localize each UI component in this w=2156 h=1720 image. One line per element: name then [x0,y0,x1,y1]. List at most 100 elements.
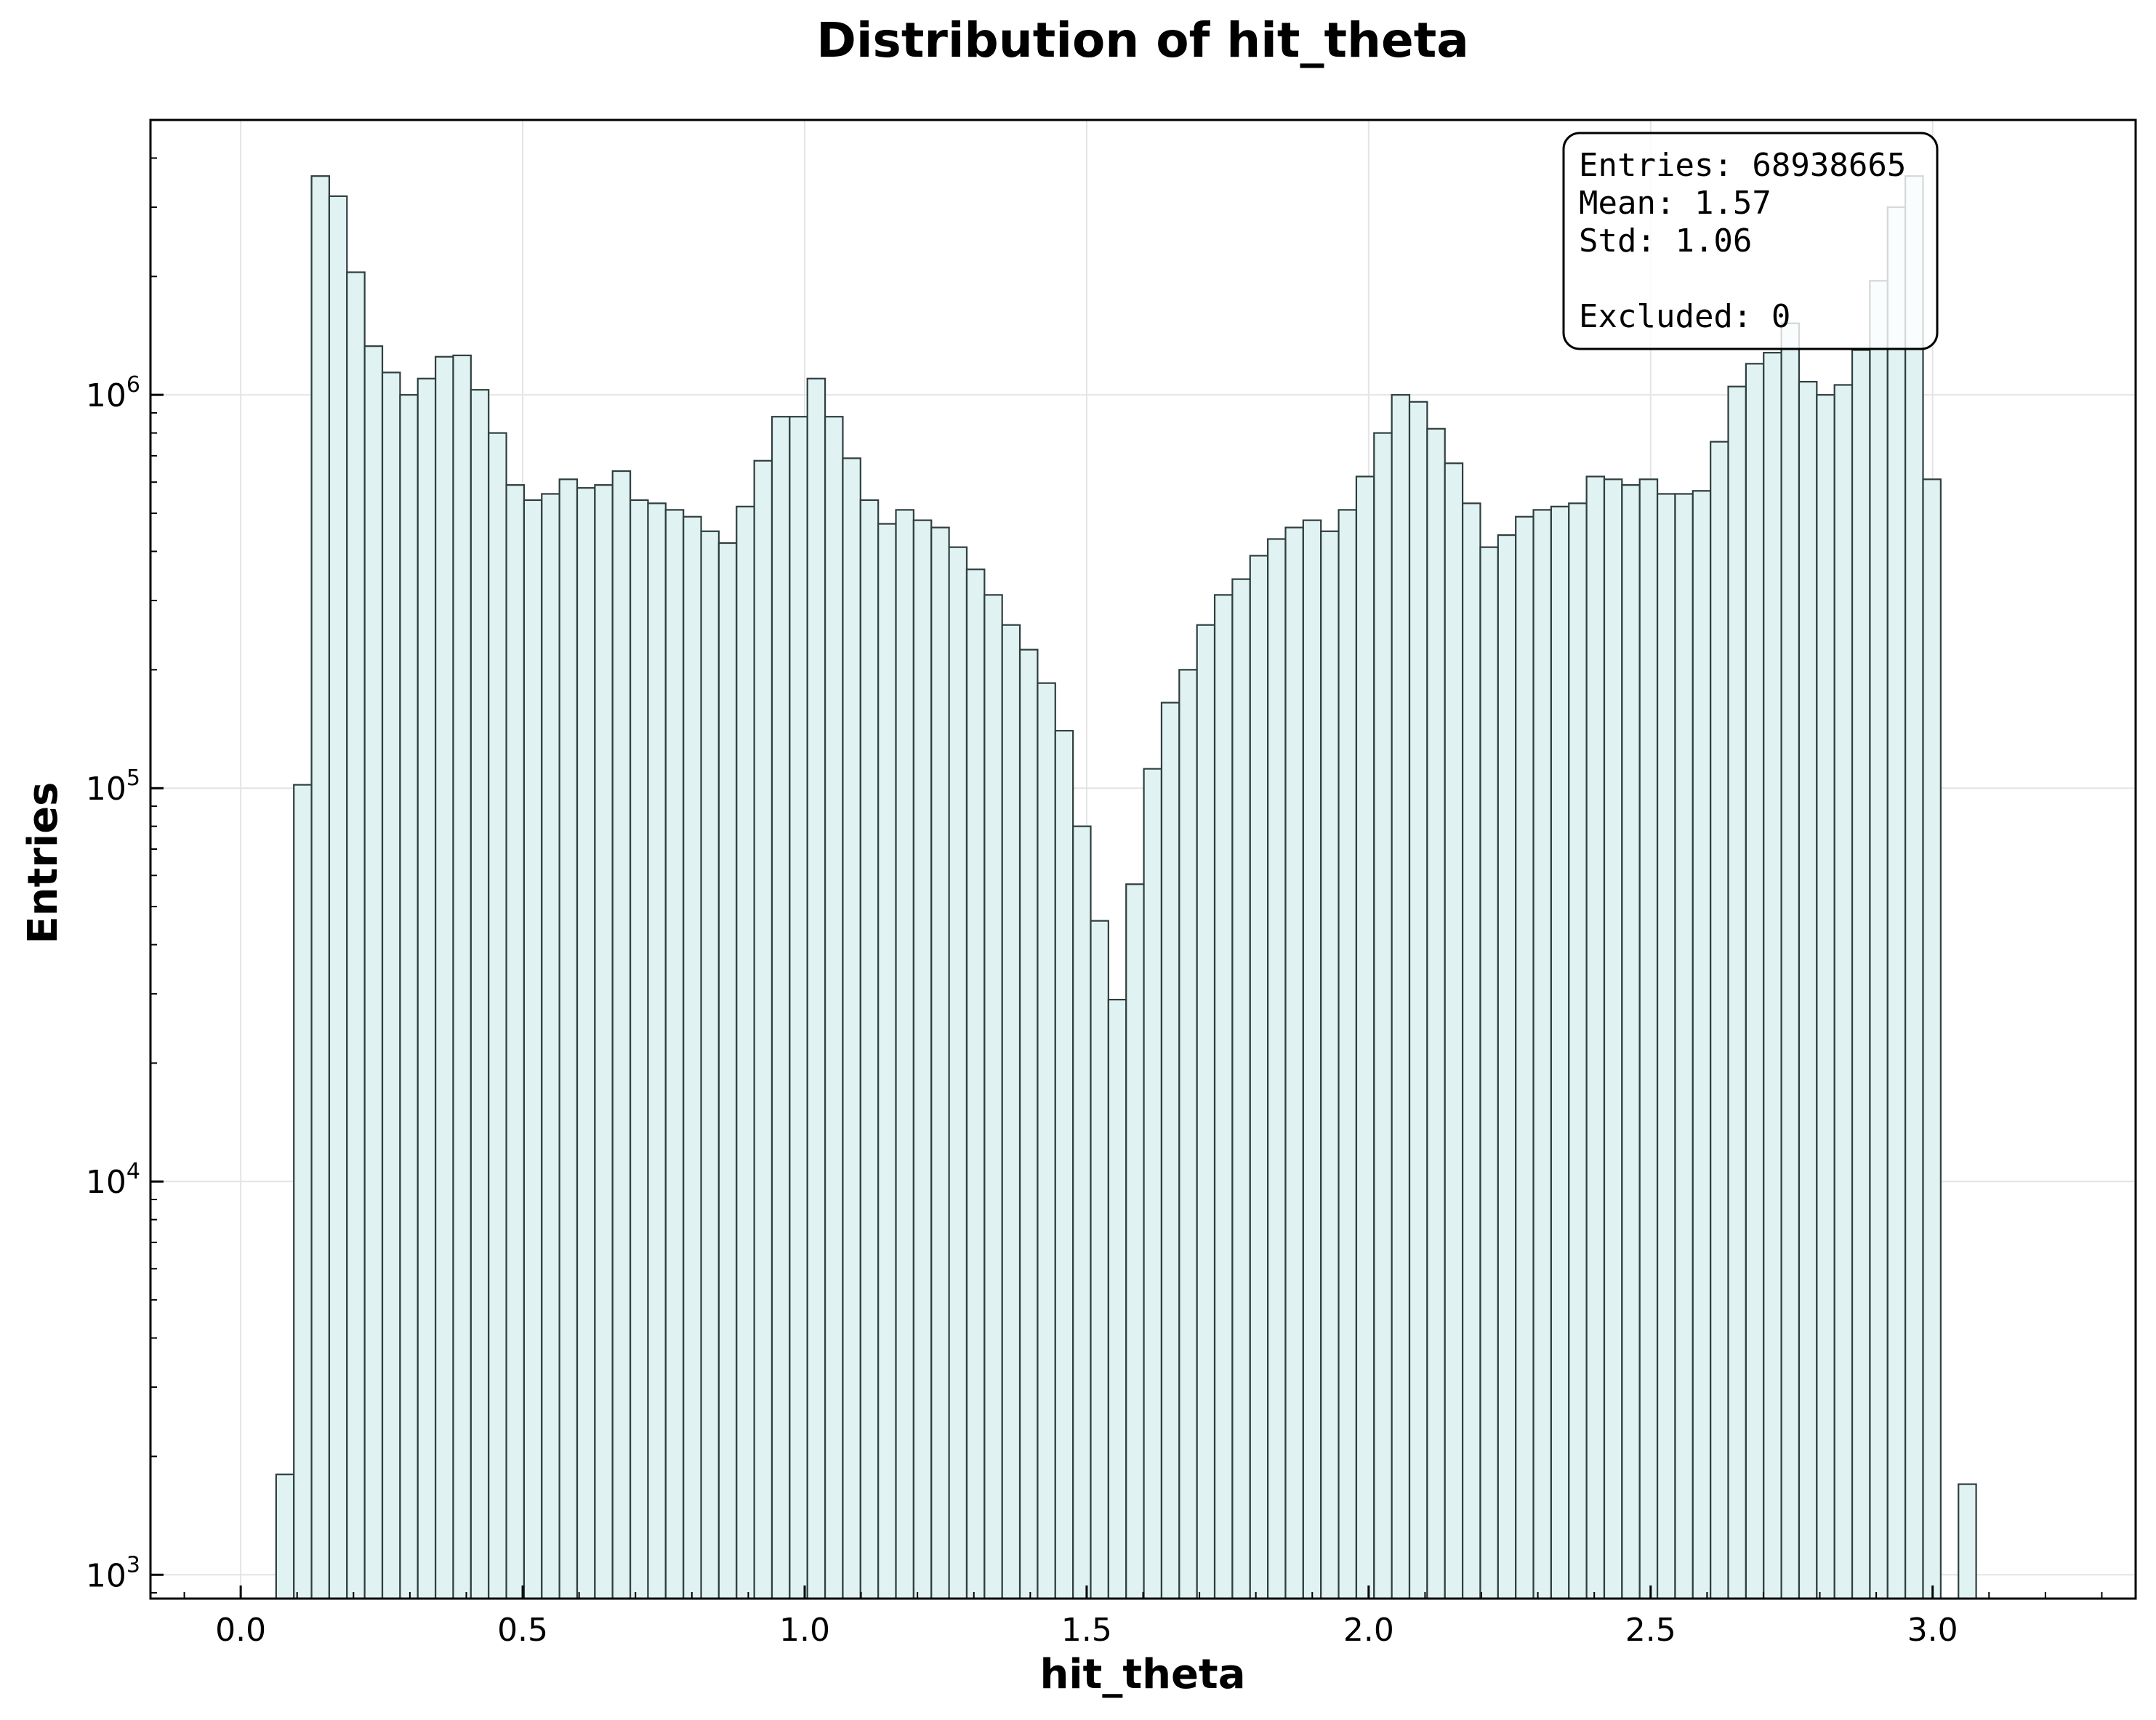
histogram-bar [1638,478,1659,1600]
x-tick-label: 2.0 [1343,1612,1394,1649]
histogram-bar [399,394,419,1600]
stats-box-frame [1562,132,1939,350]
histogram-bar [1160,702,1180,1600]
histogram-bar [1018,648,1039,1600]
histogram-bar [611,470,632,1600]
histogram-bar [1196,624,1216,1600]
histogram-bar [1727,385,1747,1600]
histogram-bar [435,355,454,1600]
stats-mean: Mean: 1.57 [1579,185,1771,222]
histogram-bar [1763,352,1782,1600]
histogram-bar [1958,1483,1977,1600]
histogram-bar [1886,206,1907,1600]
histogram-bar [930,526,950,1600]
histogram-bar [1090,920,1109,1600]
y-tick-label: 106 [86,372,140,414]
histogram-bar [1444,462,1464,1600]
histogram-bar [1515,515,1534,1600]
histogram-bar [1302,519,1322,1600]
histogram-bar [1816,394,1835,1600]
histogram-bar [594,484,614,1600]
histogram-bar [1408,401,1428,1600]
histogram-bar [1213,594,1234,1600]
histogram-bar [1125,883,1145,1600]
x-tick-label: 3.0 [1907,1612,1958,1649]
histogram-bar [736,505,755,1600]
histogram-bar [1001,624,1021,1600]
histogram-bar [1532,509,1553,1600]
histogram-bar [1373,432,1393,1600]
histogram-bar [1355,475,1375,1600]
histogram-bar [647,502,667,1600]
histogram-bar [328,195,348,1600]
histogram-bar [895,509,914,1600]
histogram-bar [1550,505,1570,1600]
histogram-bar [1780,322,1801,1600]
y-tick-label: 104 [86,1159,140,1201]
histogram-bar [1054,730,1074,1600]
histogram-bar [859,499,880,1600]
stats-entries: Entries: 68938665 [1579,147,1906,184]
x-tick-label: 1.0 [779,1612,830,1649]
histogram-bar [1798,380,1818,1600]
histogram-bar [1568,502,1588,1600]
histogram-bar [824,416,844,1600]
histogram-bar [488,432,507,1600]
histogram-bar [1479,546,1499,1600]
y-axis-label: Entries [20,781,67,944]
histogram-bar [1869,280,1888,1600]
histogram-bar [1710,441,1729,1600]
histogram-bar [541,493,560,1600]
x-tick-labels: 0.0 0.5 1.0 1.5 2.0 2.5 3.0 [215,1612,1958,1649]
histogram-bar [417,377,437,1600]
histogram-bar [505,484,526,1600]
chart-title: Distribution of hit_theta [816,12,1469,68]
histogram-bar [1833,384,1854,1600]
histogram-bar [310,175,331,1600]
histogram-bar [346,271,366,1600]
histogram-bar [1072,825,1092,1600]
histogram-bar [965,568,986,1600]
histogram-bar [558,478,579,1600]
histogram-bar [1461,502,1481,1600]
histogram-bar [1585,475,1606,1600]
histogram-bar [629,499,649,1600]
histogram-bar [1603,478,1623,1600]
stats-std: Std: 1.06 [1579,222,1752,260]
histogram-bar [771,416,791,1600]
histogram-bar [1745,363,1765,1600]
histogram-bar [948,546,968,1600]
histogram-bar [381,371,401,1600]
histogram-bar [789,416,808,1600]
y-tick-labels: 103 104 105 106 [86,372,140,1594]
histogram-bar [523,499,543,1600]
histogram-bar [877,523,897,1600]
histogram-bar [700,530,720,1600]
histogram-bar [452,354,472,1600]
x-axis-label: hit_theta [1039,1651,1245,1698]
stats-box: Entries: 68938665 Mean: 1.57 Std: 1.06 E… [1562,132,1939,350]
histogram-bar [1656,493,1676,1600]
histogram-bar [806,377,826,1600]
histogram-bar [1904,175,1924,1600]
histogram-bar [1497,534,1517,1600]
histogram-bar [363,345,384,1600]
histogram-bar [1674,493,1694,1600]
histogram-bar [1249,555,1269,1600]
x-tick-label: 0.0 [215,1612,266,1649]
histogram-bar [1178,669,1198,1600]
histogram-bar [1320,530,1340,1600]
y-tick-label: 105 [86,765,140,808]
x-tick-label: 1.5 [1061,1612,1112,1649]
histogram-bar [1231,578,1251,1600]
histogram-bar [842,457,861,1600]
histogram-bar [753,459,773,1600]
histogram-bar [576,487,596,1600]
histogram-bars [275,175,1977,1600]
histogram-bar [275,1474,295,1600]
histogram-bar [912,519,933,1600]
histogram-bar [1426,427,1446,1600]
axis-ticks [150,119,2103,1599]
histogram-bar [1267,538,1287,1600]
